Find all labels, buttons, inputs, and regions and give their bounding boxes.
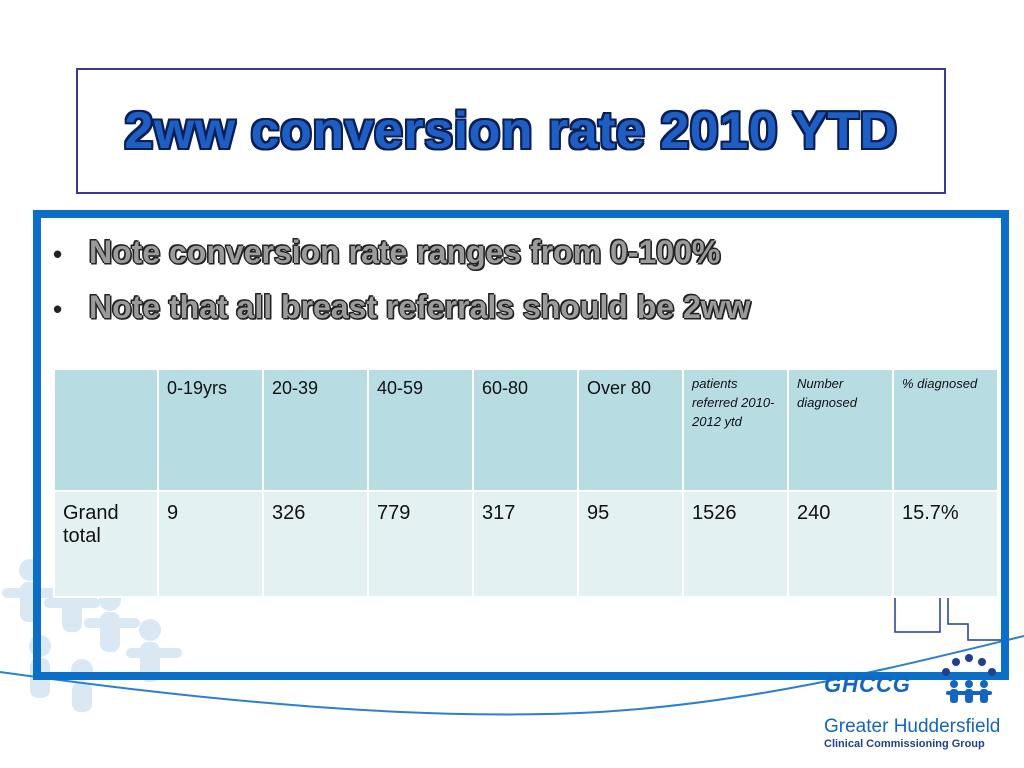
header-cell-age-40-59: 40-59 [367,368,474,492]
header-cell-percent-diagnosed: % diagnosed [892,368,999,492]
table-cell: 95 [577,490,684,598]
table-cell: 9 [157,490,264,598]
header-cell-blank [53,368,159,492]
bullet-text: Note conversion rate ranges from 0-100% [89,234,721,270]
conversion-table: 0-19yrs 20-39 40-59 60-80 Over 80 patien… [53,368,999,598]
row-label-cell: Grand total [53,490,159,598]
header-cell-number-diagnosed: Number diagnosed [787,368,894,492]
title-box: 2ww conversion rate 2010 YTD [76,68,946,194]
table-cell: 317 [472,490,579,598]
bullet-dot-icon: • [53,239,63,269]
decorative-curve [0,635,1024,716]
table-cell: 779 [367,490,474,598]
table-cell: 15.7% [892,490,999,598]
table-cell: 1526 [682,490,789,598]
bullet-item: • Note that all breast referrals should … [53,289,751,326]
header-cell-over-80: Over 80 [577,368,684,492]
logo-subtitle: Clinical Commissioning Group [824,738,985,750]
table-row: Grand total 9 326 779 317 95 1526 240 15… [53,490,999,598]
logo-organisation-name: Greater Huddersfield [824,716,1001,737]
header-cell-age-20-39: 20-39 [262,368,369,492]
logo-abbreviation: GHCCG [824,672,911,697]
bullet-dot-icon: • [53,294,63,324]
table-cell: 240 [787,490,894,598]
bullet-text: Note that all breast referrals should be… [89,289,751,325]
table-header-row: 0-19yrs 20-39 40-59 60-80 Over 80 patien… [53,368,999,492]
header-cell-age-0-19: 0-19yrs [157,368,264,492]
people-circle-logo-icon [942,654,996,703]
bullet-list: • Note conversion rate ranges from 0-100… [53,234,751,344]
table-cell: 326 [262,490,369,598]
slide-title: 2ww conversion rate 2010 YTD [124,102,898,160]
header-cell-patients-referred: patients referred 2010-2012 ytd [682,368,789,492]
header-cell-age-60-80: 60-80 [472,368,579,492]
ghccg-logo: GHCCG Greater Huddersfield Clinical Comm… [820,650,1010,760]
content-frame: • Note conversion rate ranges from 0-100… [33,210,1009,680]
bullet-item: • Note conversion rate ranges from 0-100… [53,234,751,271]
